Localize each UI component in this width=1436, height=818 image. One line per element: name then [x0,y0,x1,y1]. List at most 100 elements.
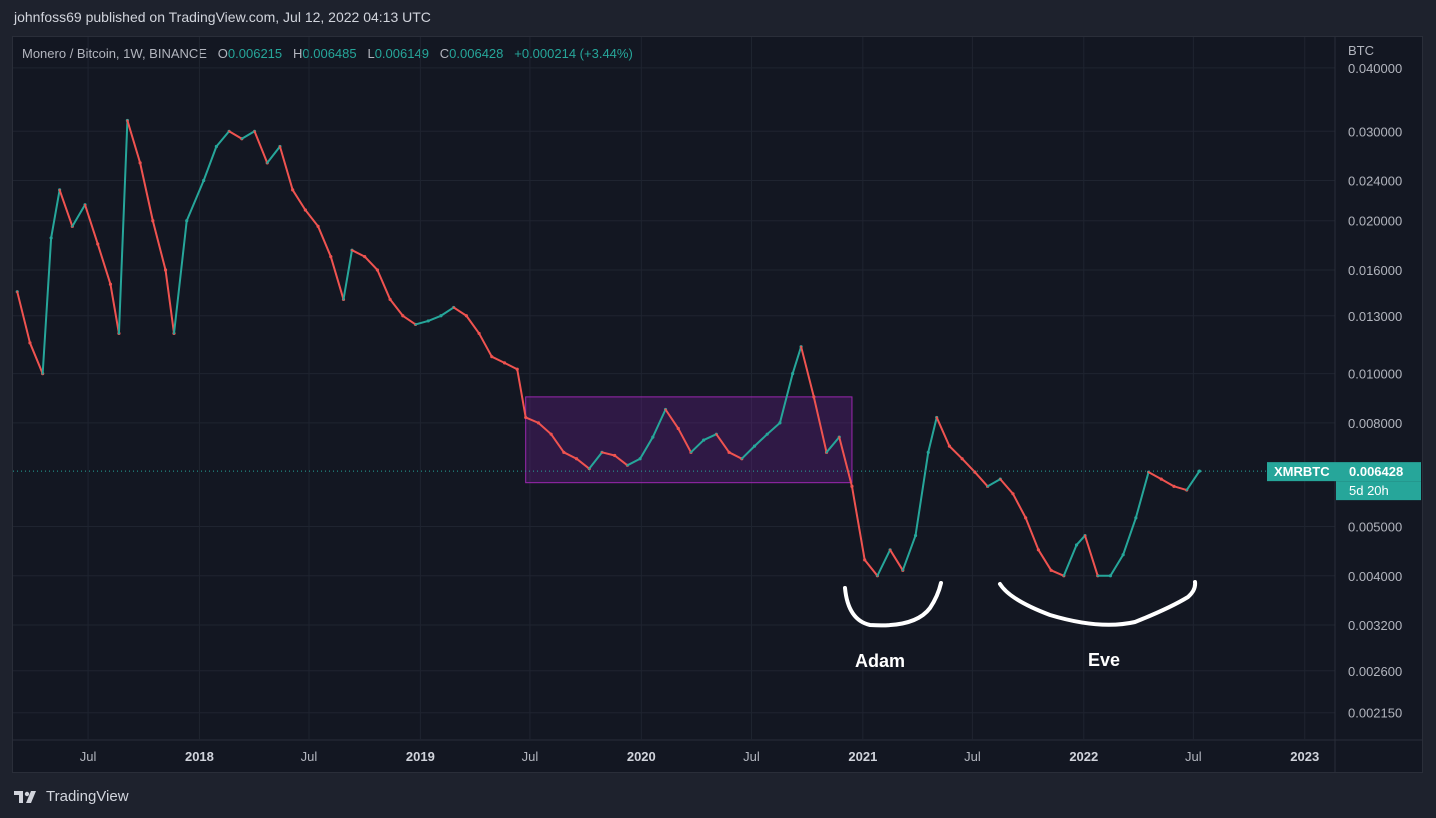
symbol-badge-label: XMRBTC [1274,464,1330,479]
price-segment [452,306,468,317]
price-tick-label: 0.010000 [1348,367,1402,382]
price-segment [1172,485,1188,492]
open-value: 0.006215 [227,46,283,61]
time-tick-label: 2019 [406,749,435,764]
price-tick-label: 0.008000 [1348,416,1402,431]
price-segment [600,451,616,457]
symbol-legend: Monero / Bitcoin, 1W, BINANCE O0.006215 … [22,46,633,61]
eve-label: Eve [1088,650,1120,670]
symbol-title: Monero / Bitcoin, 1W, BINANCE [22,46,207,61]
price-segment [901,534,917,572]
range-box [525,396,853,484]
price-segment [889,548,904,572]
close-label: C [439,46,450,61]
price-segment [728,451,743,460]
price-segment [478,332,493,358]
price-segment [961,457,976,474]
price-segment [753,433,769,448]
adam-label: Adam [855,651,905,671]
price-segment [266,145,281,164]
high-label: H [293,46,303,61]
price-segment [948,445,964,460]
price-segment [927,416,938,454]
price-segment [1050,569,1065,577]
price-segment [109,283,120,335]
price-segment [740,445,756,460]
time-tick-label: 2021 [848,749,877,764]
price-segment [126,119,142,164]
price-segment [253,130,269,164]
price-segment [84,203,99,245]
price-tick-label: 0.020000 [1348,214,1402,229]
price-segment [702,433,718,442]
price-segment [639,436,654,460]
price-segment [1062,543,1078,577]
price-segment [935,416,951,448]
price-segment [376,268,392,301]
price-segment [550,433,565,454]
countdown-label: 5d 20h [1349,483,1389,498]
low-value: 0.006149 [374,46,429,61]
price-segment [1037,548,1053,572]
price-segment [291,188,307,211]
price-segment [16,290,31,344]
price-segment [117,119,129,335]
time-tick-label: Jul [80,749,97,764]
price-segment [766,421,781,436]
price-segment [342,249,353,301]
price-segment [389,298,404,317]
price-segment [863,558,879,577]
price-tick-label: 0.024000 [1348,174,1402,189]
price-segment [664,408,680,430]
price-segment [1075,534,1087,546]
price-tick-label: 0.030000 [1348,124,1402,139]
price-segment [427,314,442,322]
price-segment [562,451,578,460]
price-segment [651,408,667,439]
time-tick-label: 2018 [185,749,214,764]
price-segment [613,454,629,467]
price-segment [317,225,332,258]
price-segment [778,372,794,424]
price-segment [58,188,74,228]
time-tick-label: Jul [964,749,981,764]
high-value: 0.006485 [302,46,357,61]
price-segment [278,145,294,191]
price-segment [1134,471,1150,519]
price-segment [1084,534,1099,577]
price-segment [503,361,519,371]
tradingview-logo-icon [14,790,36,803]
price-segment [490,355,506,364]
chart-frame[interactable] [12,36,1423,773]
price-segment [876,548,892,577]
time-tick-label: Jul [522,749,539,764]
price-segment [96,242,112,286]
price-tick-label: 0.013000 [1348,309,1402,324]
price-segment [677,427,692,454]
price-segment [240,130,256,140]
tradingview-brand[interactable]: TradingView [14,788,129,805]
price-segment [439,306,455,317]
price-segment [825,436,841,454]
price-segment [304,208,320,228]
price-tick-label: 0.040000 [1348,61,1402,76]
price-segment [1122,516,1137,556]
publisher-header: johnfoss69 published on TradingView.com,… [14,9,431,25]
price-segment [986,478,1002,488]
price-tick-label: 0.005000 [1348,520,1402,535]
price-segment [791,345,803,375]
price-segment [164,268,176,335]
time-tick-label: Jul [743,749,760,764]
change-value: +0.000214 (+3.44%) [514,46,633,61]
time-tick-label: Jul [301,749,318,764]
price-segment [465,314,481,335]
price-segment [1147,471,1163,481]
price-segment [185,179,205,222]
price-segment [1109,553,1125,577]
price-segment [1011,492,1027,519]
brand-label: TradingView [46,788,129,805]
price-axis-currency: BTC [1348,43,1374,58]
low-label: L [367,46,375,61]
price-segment [689,439,705,454]
